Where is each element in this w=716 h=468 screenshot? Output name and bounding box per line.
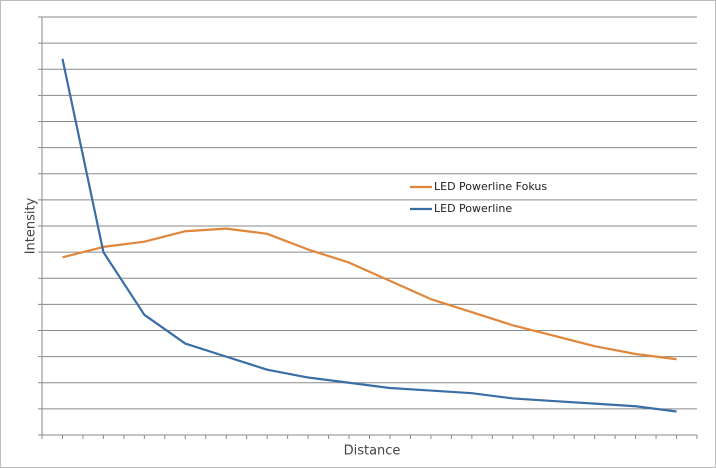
y-axis-title: Intensity (24, 197, 39, 254)
x-axis-title: Distance (344, 444, 401, 459)
line-series (61, 58, 677, 413)
legend-label: LED Powerline (434, 202, 512, 215)
legend-label: LED Powerline Fokus (434, 180, 547, 193)
line-series (62, 227, 677, 361)
